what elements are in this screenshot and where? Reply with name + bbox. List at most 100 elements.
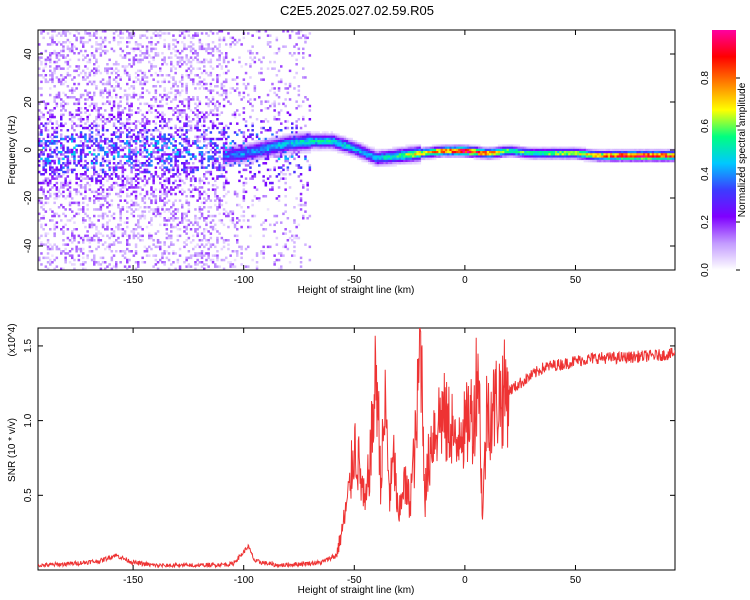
- spectrogram-cell: [211, 151, 215, 154]
- spectrogram-cell: [572, 153, 576, 156]
- spectrogram-cell: [341, 142, 345, 145]
- spectrogram-cell: [189, 65, 193, 68]
- spectrogram-cell: [427, 151, 430, 154]
- spectrogram-cell: [88, 137, 92, 141]
- spectrogram-cell: [145, 168, 149, 172]
- spectrogram-cell: [71, 124, 74, 128]
- spectrogram-cell: [392, 146, 395, 150]
- spectrogram-cell: [346, 153, 349, 156]
- spectrogram-cell: [42, 76, 45, 79]
- spectrogram-cell: [62, 137, 65, 141]
- spectrogram-cell: [302, 203, 305, 207]
- spectrogram-cell: [82, 186, 85, 189]
- spectrogram-cell: [508, 151, 512, 154]
- spectrogram-cell: [128, 109, 131, 112]
- spectrogram-cell: [128, 164, 131, 167]
- spectrogram-cell: [84, 71, 87, 75]
- spectrogram-cell: [357, 157, 360, 161]
- spectrogram-cell: [134, 261, 138, 264]
- spectrogram-cell: [269, 126, 272, 130]
- spectrogram-cell: [143, 261, 147, 264]
- spectrogram-cell: [57, 91, 61, 95]
- spectrogram-cell: [68, 208, 72, 211]
- spectrogram-cell: [227, 190, 230, 194]
- spectrogram-cell: [183, 124, 186, 128]
- spectrogram-cell: [119, 217, 122, 220]
- spectrogram-cell: [286, 157, 290, 161]
- spectrogram-cell: [348, 153, 351, 156]
- spectrogram-cell: [207, 164, 210, 167]
- spectrogram-cell: [280, 267, 283, 270]
- spectrogram-cell: [275, 144, 279, 147]
- spectrogram-cell: [137, 98, 140, 101]
- spectrogram-cell: [192, 162, 195, 165]
- spectrogram-cell: [403, 148, 406, 152]
- spectrogram-cell: [150, 104, 153, 108]
- spectrogram-cell: [84, 164, 87, 167]
- spectrogram-cell: [211, 41, 215, 44]
- spectrogram-cell: [97, 148, 100, 152]
- spectrogram-cell: [293, 241, 296, 244]
- spectrogram-cell: [196, 120, 199, 123]
- spectrogram-cell: [112, 212, 116, 216]
- spectrogram-cell: [117, 177, 120, 180]
- spectrogram-cell: [46, 133, 50, 136]
- spectrogram-cell: [222, 258, 226, 262]
- spectrogram-cell: [112, 38, 116, 42]
- spectrogram-cell: [40, 63, 43, 66]
- spectrogram-cell: [379, 157, 382, 161]
- spectrogram-cell: [154, 245, 158, 249]
- spectrogram-cell: [264, 107, 268, 110]
- spectrogram-cell: [447, 151, 450, 154]
- spectrogram-cell: [174, 146, 177, 150]
- spectrogram-cell: [365, 148, 369, 152]
- spectrogram-cell: [161, 148, 164, 152]
- spectrogram-cell: [359, 146, 362, 150]
- spectrogram-cell: [137, 151, 140, 154]
- spectrogram-cell: [209, 245, 213, 249]
- spectrogram-cell: [119, 184, 122, 187]
- spectrogram-cell: [117, 109, 120, 112]
- spectrogram-cell: [40, 144, 43, 147]
- spectrogram-cell: [60, 80, 63, 84]
- spectrogram-cell: [145, 47, 149, 51]
- spectrogram-cell: [493, 157, 496, 161]
- spectrogram-cell: [198, 197, 202, 200]
- spectrogram-cell: [222, 98, 226, 101]
- spectrogram-cell: [110, 234, 114, 238]
- spectrogram-cell: [302, 56, 305, 59]
- spectrogram-cell: [150, 236, 153, 240]
- spectrogram-cell: [225, 93, 228, 97]
- spectrogram-cell: [115, 85, 118, 88]
- spectrogram-cell: [458, 155, 461, 158]
- spectrogram-cell: [229, 254, 232, 257]
- spectrogram-cell: [71, 91, 74, 95]
- spectrogram-cell: [247, 219, 250, 222]
- spectrogram-cell: [242, 131, 246, 134]
- spectrogram-cell: [308, 104, 312, 108]
- spectrogram-cell: [156, 142, 160, 145]
- spectrogram-cell: [55, 129, 59, 132]
- spectrogram-cell: [145, 76, 149, 79]
- spectrogram-cell: [436, 155, 439, 158]
- spectrogram-cell: [308, 137, 312, 141]
- spectrogram-cell: [139, 170, 142, 174]
- spectrogram-cell: [387, 157, 391, 161]
- spectrogram-cell: [266, 142, 270, 145]
- spectrogram-cell: [90, 126, 94, 130]
- spectrogram-cell: [130, 32, 133, 35]
- spectrogram-cell: [458, 144, 461, 147]
- spectrogram-cell: [178, 52, 182, 55]
- spectrogram-cell: [49, 247, 52, 251]
- spectrogram-cell: [154, 126, 158, 130]
- spectrogram-cell: [104, 142, 107, 145]
- spectrogram-cell: [84, 30, 87, 33]
- spectrogram-cell: [95, 58, 98, 62]
- spectrogram-cell: [352, 140, 356, 143]
- spectrogram-cell: [359, 142, 362, 145]
- spectrogram-cell: [240, 159, 243, 163]
- spectrogram-cell: [348, 148, 351, 152]
- spectrogram-cell: [167, 217, 171, 220]
- spectrogram-cell: [154, 173, 158, 176]
- spectrogram-cell: [557, 148, 560, 152]
